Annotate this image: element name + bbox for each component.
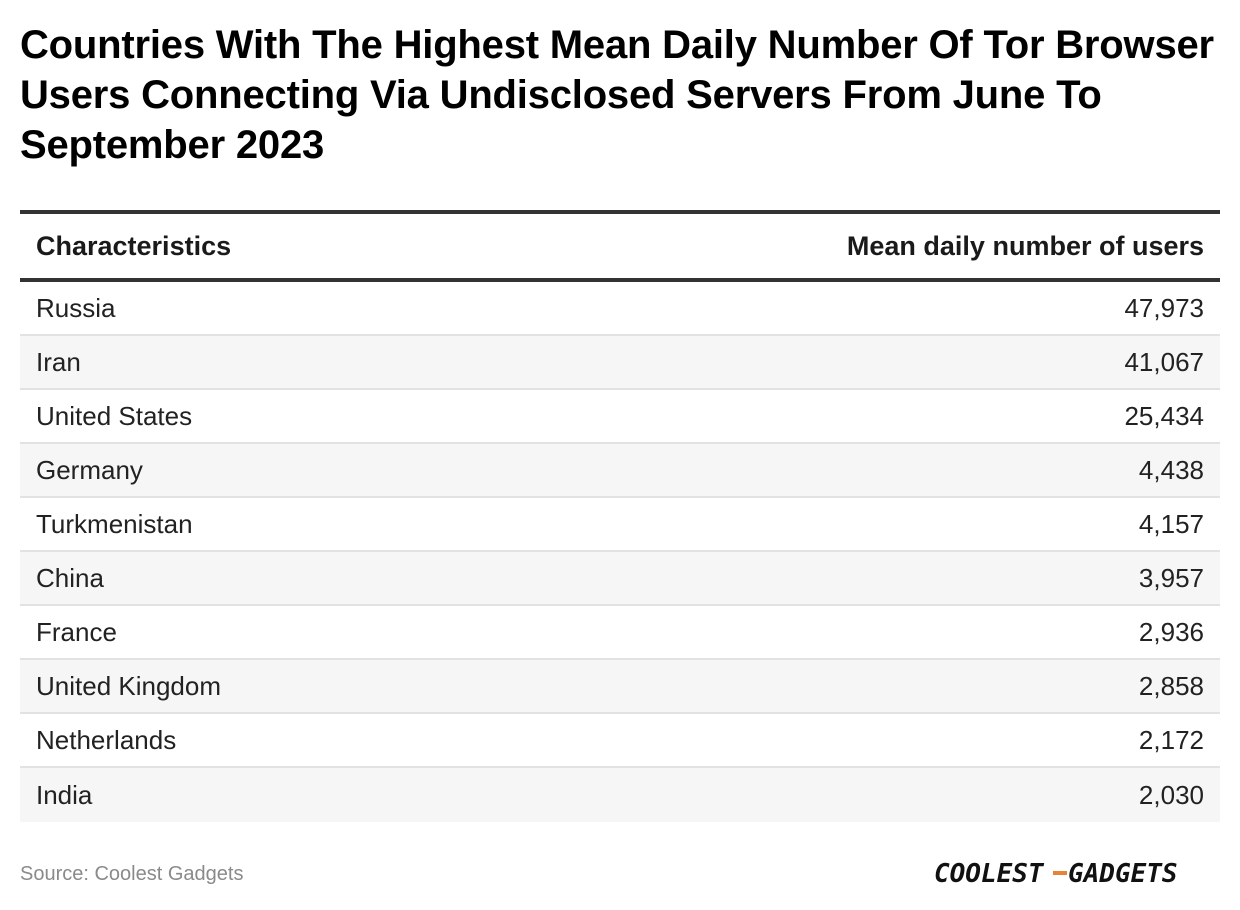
table-row: France 2,936 <box>20 606 1220 660</box>
table-header: Characteristics Mean daily number of use… <box>20 214 1220 282</box>
logo-wordmark: COOLEST <box>934 859 1045 889</box>
row-label: Russia <box>36 292 116 323</box>
table-row: United Kingdom 2,858 <box>20 660 1220 714</box>
row-value: 2,858 <box>1138 670 1204 701</box>
row-label: France <box>36 616 117 647</box>
row-label: United Kingdom <box>36 670 221 701</box>
row-value: 2,172 <box>1138 724 1204 755</box>
logo-wordmark-2: GADGETS <box>1068 859 1178 889</box>
table-row: Iran 41,067 <box>20 336 1220 390</box>
table-row: China 3,957 <box>20 552 1220 606</box>
row-label: United States <box>36 400 193 431</box>
row-value: 3,957 <box>1138 562 1204 593</box>
source-note: Source: Coolest Gadgets <box>20 863 244 885</box>
row-value: 2,030 <box>1138 779 1204 810</box>
data-table: Characteristics Mean daily number of use… <box>20 210 1220 822</box>
table-row: United States 25,434 <box>20 390 1220 444</box>
column-header-characteristics: Characteristics <box>36 230 232 261</box>
table-row: India 2,030 <box>20 768 1220 822</box>
table-row: Netherlands 2,172 <box>20 714 1220 768</box>
row-value: 4,438 <box>1138 454 1204 485</box>
row-label: China <box>36 562 104 593</box>
row-value: 47,973 <box>1124 292 1204 323</box>
table-body: Russia 47,973 Iran 41,067 United States 25,43… <box>20 282 1220 822</box>
row-value: 4,157 <box>1138 508 1204 539</box>
table-row: Russia 47,973 <box>20 282 1220 336</box>
row-label: India <box>36 779 93 810</box>
row-label: Turkmenistan <box>36 508 193 539</box>
table-row: Germany 4,438 <box>20 444 1220 498</box>
row-label: Netherlands <box>36 724 177 755</box>
table-row: Turkmenistan 4,157 <box>20 498 1220 552</box>
logo-dash <box>1053 871 1067 875</box>
row-value: 25,434 <box>1124 400 1204 431</box>
coolest-gadgets-logo: COOLEST GADGETS <box>934 859 1178 889</box>
column-header-mean-daily-users: Mean daily number of users <box>846 230 1204 261</box>
row-label: Germany <box>36 454 143 485</box>
row-value: 41,067 <box>1124 346 1204 377</box>
row-label: Iran <box>36 346 81 377</box>
chart-title: Countries With The Highest Mean Daily Nu… <box>20 23 1214 167</box>
row-value: 2,936 <box>1138 616 1204 647</box>
